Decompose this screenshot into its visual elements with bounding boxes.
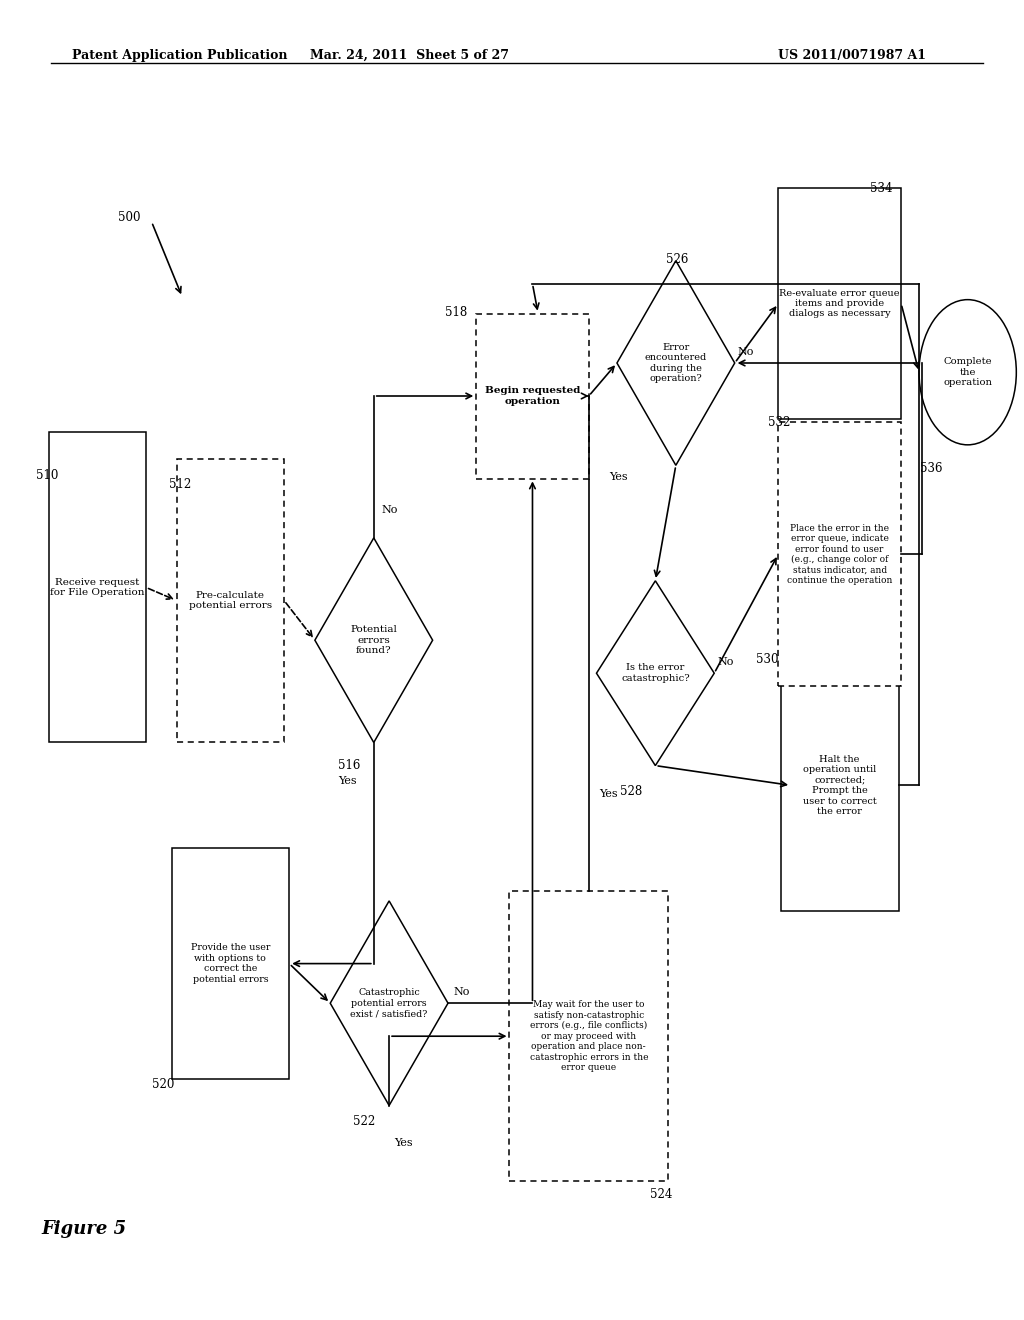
Text: Provide the user
with options to
correct the
potential errors: Provide the user with options to correct… xyxy=(190,944,270,983)
Text: Mar. 24, 2011  Sheet 5 of 27: Mar. 24, 2011 Sheet 5 of 27 xyxy=(310,49,509,62)
Text: 534: 534 xyxy=(870,182,893,195)
Text: 512: 512 xyxy=(169,478,191,491)
FancyBboxPatch shape xyxy=(177,458,285,742)
Ellipse shape xyxy=(920,300,1016,445)
Text: Is the error
catastrophic?: Is the error catastrophic? xyxy=(621,664,690,682)
FancyBboxPatch shape xyxy=(778,422,901,686)
Text: Error
encountered
during the
operation?: Error encountered during the operation? xyxy=(645,343,707,383)
Text: Patent Application Publication: Patent Application Publication xyxy=(72,49,287,62)
Text: Yes: Yes xyxy=(394,1138,413,1148)
Text: 522: 522 xyxy=(353,1115,376,1129)
Text: Receive request
for File Operation: Receive request for File Operation xyxy=(50,578,144,597)
Text: May wait for the user to
satisfy non-catastrophic
errors (e.g., file conflicts)
: May wait for the user to satisfy non-cat… xyxy=(529,1001,648,1072)
Text: No: No xyxy=(717,657,733,668)
Text: Re-evaluate error queue
items and provide
dialogs as necessary: Re-evaluate error queue items and provid… xyxy=(779,289,900,318)
FancyBboxPatch shape xyxy=(778,189,901,420)
Text: 518: 518 xyxy=(445,306,468,319)
Text: Yes: Yes xyxy=(599,789,617,800)
Text: Place the error in the
error queue, indicate
error found to user
(e.g., change c: Place the error in the error queue, indi… xyxy=(787,524,892,585)
Text: 524: 524 xyxy=(650,1188,673,1201)
Text: US 2011/0071987 A1: US 2011/0071987 A1 xyxy=(778,49,927,62)
Text: 520: 520 xyxy=(152,1078,174,1092)
FancyBboxPatch shape xyxy=(780,660,899,911)
Text: Halt the
operation until
corrected;
Prompt the
user to correct
the error: Halt the operation until corrected; Prom… xyxy=(803,755,877,816)
Text: 532: 532 xyxy=(768,416,791,429)
Text: Complete
the
operation: Complete the operation xyxy=(943,358,992,387)
Text: 536: 536 xyxy=(920,462,942,475)
FancyBboxPatch shape xyxy=(49,432,146,742)
Text: No: No xyxy=(737,347,754,358)
Text: 516: 516 xyxy=(338,759,360,772)
Text: 500: 500 xyxy=(118,211,140,224)
Text: No: No xyxy=(453,987,469,998)
Text: Potential
errors
found?: Potential errors found? xyxy=(350,626,397,655)
FancyBboxPatch shape xyxy=(172,847,290,1080)
Text: Yes: Yes xyxy=(338,776,356,785)
Text: 526: 526 xyxy=(666,253,688,267)
FancyBboxPatch shape xyxy=(509,891,668,1181)
Text: Catastrophic
potential errors
exist / satisfied?: Catastrophic potential errors exist / sa… xyxy=(350,989,428,1018)
Text: Yes: Yes xyxy=(609,473,628,482)
Text: No: No xyxy=(382,504,398,515)
Text: 528: 528 xyxy=(620,785,642,799)
FancyBboxPatch shape xyxy=(476,314,589,479)
Text: Figure 5: Figure 5 xyxy=(41,1220,126,1238)
Text: 510: 510 xyxy=(36,469,58,482)
Text: Pre-calculate
potential errors: Pre-calculate potential errors xyxy=(188,591,272,610)
Text: 530: 530 xyxy=(756,653,778,667)
Text: Begin requested
operation: Begin requested operation xyxy=(484,387,581,405)
